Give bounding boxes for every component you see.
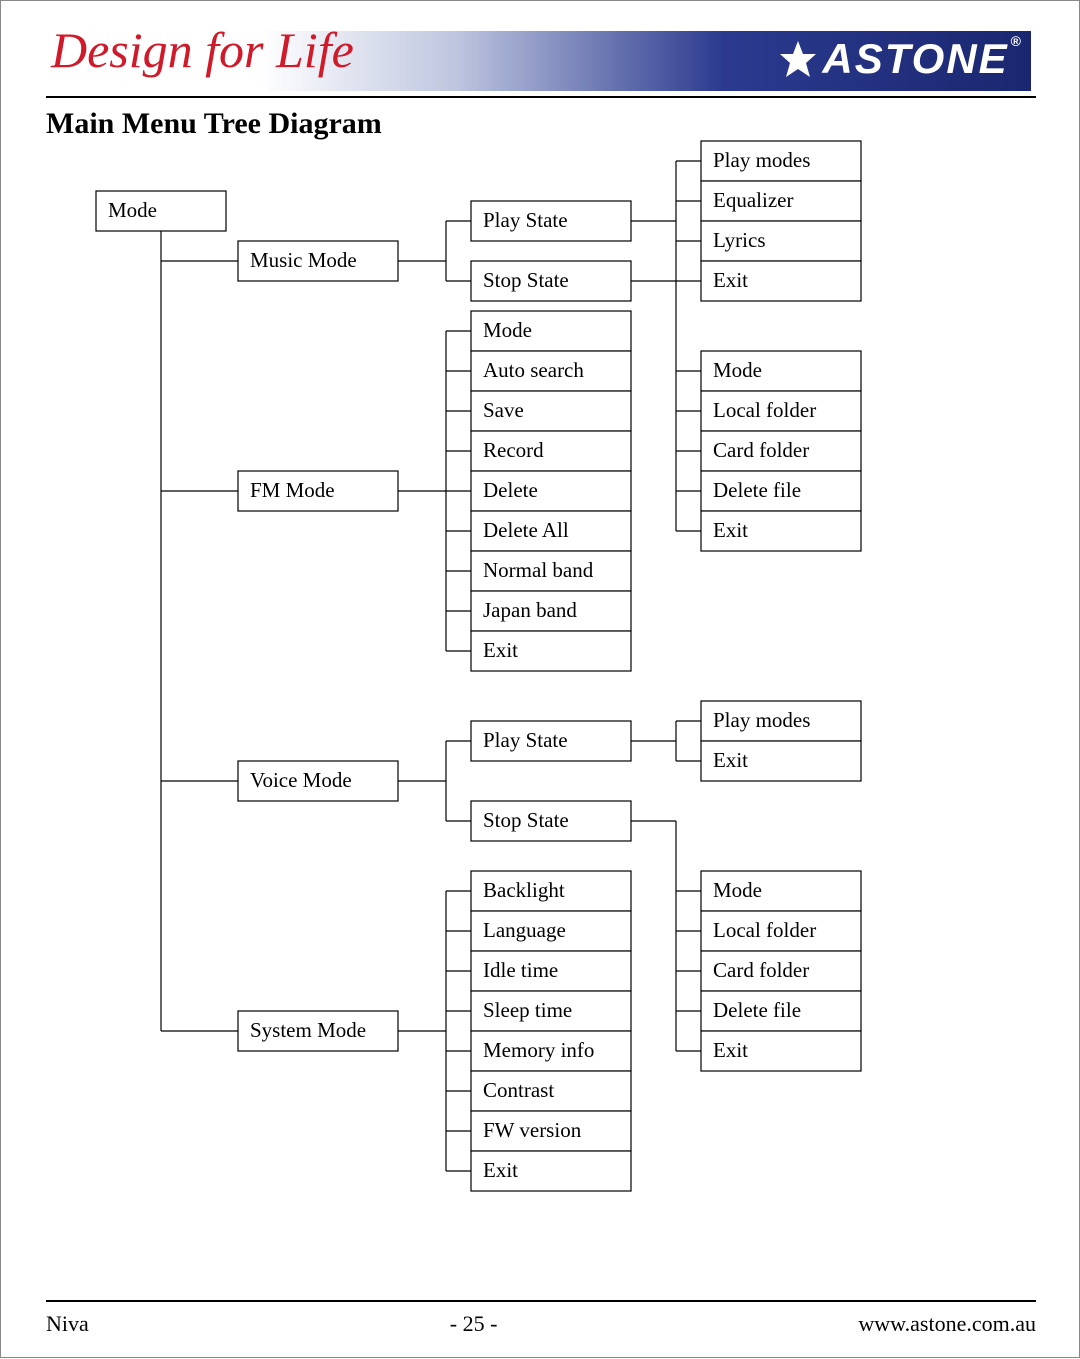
tree-node-label: Music Mode xyxy=(250,248,357,272)
tree-node-label: Exit xyxy=(483,638,518,662)
tree-node-label: Save xyxy=(483,398,524,422)
footer-page-number: - 25 - xyxy=(450,1311,498,1337)
footer-rule xyxy=(46,1300,1036,1302)
tree-node-label: Local folder xyxy=(713,918,816,942)
tree-node-label: Delete file xyxy=(713,998,801,1022)
tree-node-label: FM Mode xyxy=(250,478,335,502)
tree-node-label: Exit xyxy=(713,268,748,292)
tree-node-label: Delete All xyxy=(483,518,569,542)
tree-node-label: Sleep time xyxy=(483,998,572,1022)
tree-node-label: Exit xyxy=(713,518,748,542)
tree-node-label: Backlight xyxy=(483,878,565,902)
tree-node-label: Idle time xyxy=(483,958,558,982)
tree-node-label: Stop State xyxy=(483,268,569,292)
manual-page: Design for Life ASTONE® Main Menu Tree D… xyxy=(0,0,1080,1358)
tree-node-label: Voice Mode xyxy=(250,768,352,792)
tree-node-label: Delete xyxy=(483,478,538,502)
tree-node-label: Exit xyxy=(713,748,748,772)
tree-node-label: Card folder xyxy=(713,438,809,462)
tree-node-label: Language xyxy=(483,918,566,942)
tree-node-label: Play modes xyxy=(713,148,810,172)
tree-node-label: Normal band xyxy=(483,558,594,582)
tree-node-label: Exit xyxy=(713,1038,748,1062)
tree-node-label: Mode xyxy=(713,358,762,382)
tree-node-label: Auto search xyxy=(483,358,584,382)
tree-node-label: FW version xyxy=(483,1118,582,1142)
footer-product: Niva xyxy=(46,1311,89,1337)
tree-node-label: Local folder xyxy=(713,398,816,422)
tree-node-label: Record xyxy=(483,438,544,462)
tree-node-label: Memory info xyxy=(483,1038,594,1062)
tree-node-label: Equalizer xyxy=(713,188,793,212)
page-footer: Niva - 25 - www.astone.com.au xyxy=(46,1311,1036,1337)
tree-node-label: Card folder xyxy=(713,958,809,982)
tree-node-label: Mode xyxy=(483,318,532,342)
tree-node-label: Contrast xyxy=(483,1078,554,1102)
tree-node-label: Play State xyxy=(483,728,568,752)
tree-node-label: Delete file xyxy=(713,478,801,502)
tree-node-label: Japan band xyxy=(483,598,577,622)
tree-node-label: Stop State xyxy=(483,808,569,832)
tree-node-label: Play State xyxy=(483,208,568,232)
footer-url: www.astone.com.au xyxy=(858,1311,1036,1337)
tree-node-label: System Mode xyxy=(250,1018,366,1042)
tree-node-label: Lyrics xyxy=(713,228,766,252)
tree-node-label: Play modes xyxy=(713,708,810,732)
menu-tree-diagram: Mode Music Mode FM Mode Voice Mode System Mo… xyxy=(1,1,1080,1359)
tree-node-label: Mode xyxy=(713,878,762,902)
tree-node-label: Mode xyxy=(108,198,157,222)
tree-node-label: Exit xyxy=(483,1158,518,1182)
